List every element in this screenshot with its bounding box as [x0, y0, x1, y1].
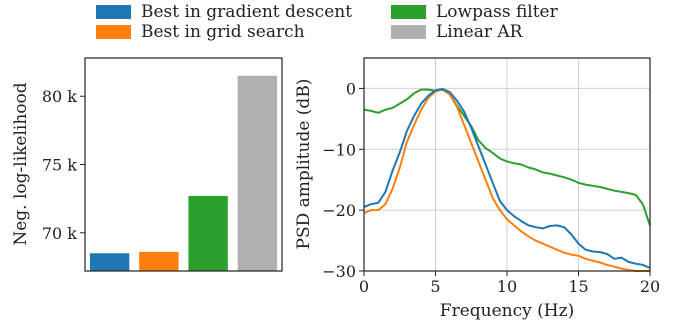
psd-y-axis-label: PSD amplitude (dB) — [294, 79, 314, 250]
legend-label: Best in grid search — [141, 22, 305, 42]
psd-x-axis: 0 5 10 15 20 — [359, 271, 660, 296]
y-tick-label: 75 k — [42, 156, 77, 175]
x-tick-label: 15 — [568, 277, 588, 296]
legend-label: Linear AR — [436, 22, 523, 42]
psd-y-axis: 0 −10 −20 −30 — [322, 79, 364, 281]
legend-label: Lowpass filter — [436, 2, 558, 22]
legend-swatch — [391, 5, 426, 19]
series-line — [363, 88, 651, 226]
bar-marks — [89, 75, 278, 271]
x-tick-label: 0 — [359, 277, 369, 296]
y-tick-label: 0 — [346, 79, 356, 98]
bar-chart: 70 k 75 k 80 k Neg. log-likelihood — [11, 57, 283, 272]
legend-swatch — [391, 25, 426, 39]
legend-label: Best in gradient descent — [141, 2, 353, 22]
y-tick-label: 70 k — [42, 224, 77, 243]
series-line — [363, 88, 650, 272]
psd-chart-frame — [363, 57, 651, 272]
psd-x-axis-label: Frequency (Hz) — [440, 301, 574, 321]
legend: Best in gradient descent Best in grid se… — [96, 2, 656, 46]
bar — [188, 195, 228, 271]
series-line — [363, 88, 651, 269]
y-tick-label: −10 — [322, 140, 356, 159]
legend-swatch — [96, 5, 131, 19]
x-tick-label: 5 — [430, 277, 440, 296]
bar-y-axis: 70 k 75 k 80 k — [42, 87, 85, 243]
y-tick-label: −30 — [322, 262, 356, 281]
x-tick-label: 10 — [497, 277, 517, 296]
x-tick-label: 20 — [640, 277, 660, 296]
y-tick-label: 80 k — [42, 87, 77, 106]
bar — [139, 251, 179, 271]
psd-lines — [363, 88, 651, 272]
bar-chart-frame — [84, 57, 283, 272]
psd-chart: 0 5 10 15 20 0 −10 −20 −30 Frequency (Hz) PSD a… — [294, 57, 660, 321]
legend-item-gradient-descent: Best in gradient descent — [96, 2, 352, 22]
legend-swatch — [96, 25, 131, 39]
psd-grid — [363, 58, 651, 272]
legend-item-grid-search: Best in grid search — [96, 22, 305, 42]
y-tick-label: −20 — [322, 201, 356, 220]
bar — [237, 75, 278, 271]
bar-y-axis-label: Neg. log-likelihood — [11, 82, 31, 245]
bar — [89, 253, 130, 271]
legend-item-linear-ar: Linear AR — [391, 22, 522, 42]
legend-item-lowpass: Lowpass filter — [391, 2, 558, 22]
